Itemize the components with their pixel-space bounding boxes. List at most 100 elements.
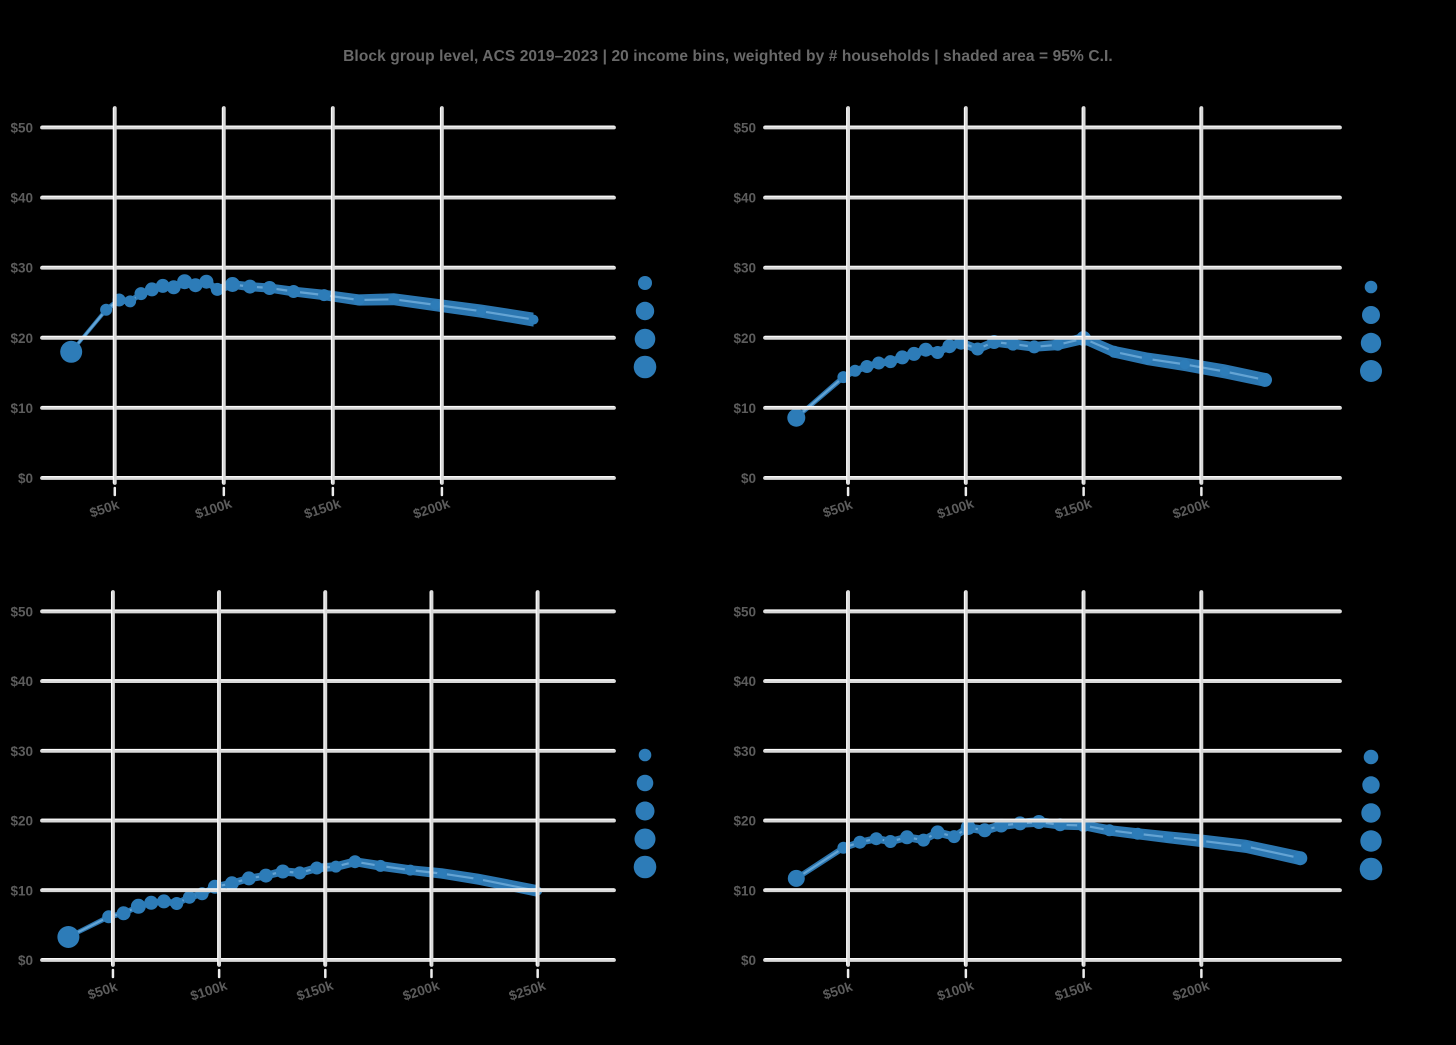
x-axis-tick-label: $100k	[193, 496, 234, 522]
x-axis-tick-label: $100k	[935, 496, 976, 522]
data-point	[947, 830, 961, 844]
legend-dot	[1363, 749, 1379, 765]
data-point	[144, 282, 159, 297]
data-point	[170, 897, 184, 910]
legend-dot	[633, 855, 657, 879]
data-point	[942, 339, 957, 354]
data-point	[293, 866, 307, 880]
y-axis-tick-label: $50	[10, 604, 33, 619]
data-point	[60, 340, 83, 363]
size-legend	[1360, 280, 1382, 382]
size-legend	[633, 748, 657, 879]
y-axis-tick-label: $30	[10, 261, 33, 276]
data-point	[1293, 851, 1308, 866]
data-point	[787, 869, 805, 887]
data-point	[262, 281, 277, 295]
y-axis-tick-label: $40	[733, 191, 756, 206]
y-axis-tick-label: $10	[10, 401, 33, 416]
ci-band	[71, 277, 534, 355]
data-point	[144, 895, 159, 910]
y-axis-tick-label: $50	[10, 121, 33, 136]
x-axis-tick-label: $200k	[1171, 496, 1212, 522]
legend-dot	[638, 276, 652, 290]
data-point	[1131, 827, 1144, 840]
data-point	[977, 823, 992, 838]
data-point	[917, 833, 930, 847]
data-point	[869, 832, 883, 846]
data-point	[134, 287, 148, 301]
y-axis-tick-label: $0	[18, 953, 33, 968]
y-axis-tick-label: $30	[10, 744, 33, 759]
data-point	[1027, 340, 1041, 354]
y-axis-tick-label: $50	[733, 604, 756, 619]
data-point	[1051, 338, 1064, 351]
data-point	[116, 906, 131, 921]
data-point	[100, 303, 113, 316]
data-point	[860, 360, 874, 373]
legend-dot	[634, 328, 656, 350]
x-axis-tick-label: $50k	[821, 979, 855, 1003]
legend-dot	[638, 748, 652, 762]
data-point	[310, 861, 324, 875]
data-point	[182, 890, 196, 904]
data-point	[287, 285, 301, 298]
legend-dot	[1360, 360, 1382, 382]
y-axis-tick-label: $10	[733, 401, 756, 416]
data-point	[884, 355, 897, 369]
data-point	[243, 279, 257, 294]
legend-dot	[1359, 857, 1383, 881]
legend-dot	[633, 355, 657, 379]
data-point	[1179, 359, 1190, 370]
grid-layer	[763, 590, 1342, 979]
figure-title: Block group level, ACS 2019–2023 | 20 in…	[343, 48, 1113, 65]
data-point	[872, 356, 886, 370]
y-axis-tick-label: $10	[10, 883, 33, 898]
y-axis-tick-label: $20	[10, 814, 33, 829]
data-point	[1103, 824, 1116, 837]
data-point	[1013, 816, 1027, 831]
x-axis-tick-label: $150k	[302, 496, 343, 522]
grid-layer	[40, 106, 616, 497]
panel-bottom-left: $0 $10 $20 $30 $40 $50 $50k $100k $150k $200k $250…	[10, 590, 657, 1004]
data-point	[224, 876, 239, 891]
y-axis-tick-label: $0	[18, 471, 33, 486]
mean-line	[795, 820, 1301, 880]
data-point	[900, 830, 914, 845]
data-point	[918, 342, 933, 357]
tick-labels: $0 $10 $20 $30 $40 $50 $50k $100k $150k $200k	[733, 121, 1211, 522]
size-legend	[1359, 749, 1383, 881]
data-point	[930, 825, 945, 840]
y-axis-tick-label: $30	[733, 744, 756, 759]
tick-labels: $0 $10 $20 $30 $40 $50 $50k $100k $150k $200k	[733, 604, 1211, 1003]
legend-dot	[1364, 280, 1378, 294]
data-point	[156, 894, 171, 909]
data-point	[57, 926, 80, 948]
data-point	[130, 898, 146, 914]
y-axis-tick-label: $50	[733, 121, 756, 136]
data-layer	[787, 815, 1308, 887]
tick-labels: $0 $10 $20 $30 $40 $50 $50k $100k $150k $200k	[10, 121, 452, 522]
legend-dot	[636, 774, 654, 792]
data-point	[388, 293, 400, 305]
data-point	[188, 278, 203, 293]
y-axis-tick-label: $40	[733, 674, 756, 689]
y-axis-tick-label: $0	[741, 953, 756, 968]
data-point	[1141, 353, 1153, 365]
legend-dot	[1362, 776, 1380, 794]
x-axis-tick-label: $200k	[1171, 978, 1212, 1004]
panel-top-left: $0 $10 $20 $30 $40 $50 $50k $100k $150k $200k	[10, 106, 657, 522]
data-point	[353, 294, 365, 306]
data-point	[907, 346, 921, 361]
data-point	[1241, 841, 1252, 852]
data-point	[853, 835, 867, 849]
x-axis-tick-label: $100k	[935, 978, 976, 1004]
data-point	[258, 868, 273, 883]
data-point	[895, 350, 910, 365]
data-point	[199, 274, 214, 289]
data-point	[473, 874, 484, 885]
data-point	[318, 289, 331, 302]
data-point	[430, 299, 441, 310]
x-axis-tick-label: $50k	[821, 497, 855, 521]
